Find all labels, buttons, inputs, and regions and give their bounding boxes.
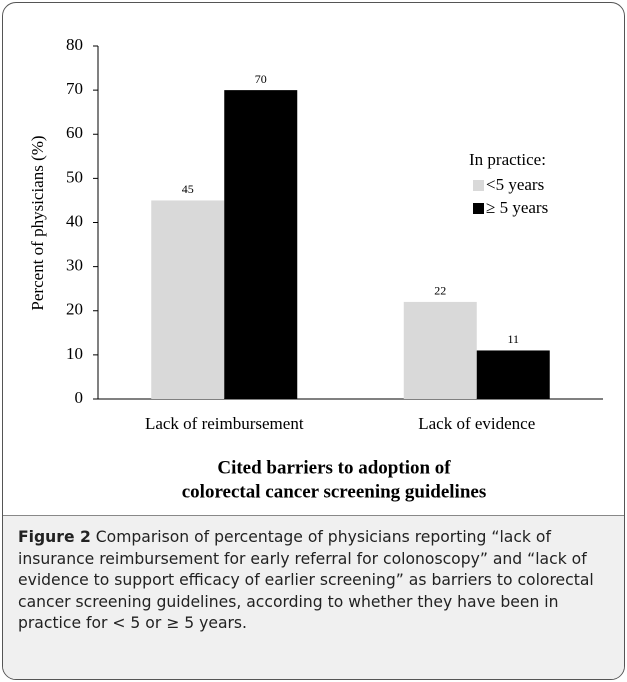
data-label: 11	[507, 332, 519, 346]
caption-text: Comparison of percentage of physicians r…	[18, 528, 594, 633]
caption: Figure 2 Comparison of percentage of phy…	[3, 515, 624, 679]
bar	[476, 350, 550, 399]
y-tick-label: 70	[66, 79, 83, 98]
bar	[151, 200, 225, 399]
x-axis-title: Cited barriers to adoption of	[217, 457, 451, 478]
x-tick-label: Lack of reimbursement	[145, 414, 304, 433]
data-label: 22	[434, 284, 446, 298]
y-axis-title: Percent of physicians (%)	[28, 135, 47, 310]
legend-title: In practice:	[469, 150, 546, 169]
y-tick-label: 20	[66, 300, 83, 319]
chart: Percent of physicians (%) Cited barriers…	[28, 35, 603, 502]
y-tick-label: 80	[66, 35, 83, 54]
bar	[403, 301, 477, 399]
x-axis-title: colorectal cancer screening guidelines	[182, 481, 486, 502]
y-tick-label: 0	[75, 388, 84, 407]
caption-label: Figure 2	[18, 528, 91, 546]
y-tick-label: 30	[66, 256, 83, 275]
y-tick-label: 10	[66, 344, 83, 363]
legend-label: ≥ 5 years	[486, 198, 548, 217]
y-tick-label: 60	[66, 123, 83, 142]
data-label: 45	[182, 182, 194, 196]
bar	[224, 90, 298, 399]
data-label: 70	[255, 72, 267, 86]
legend-label: <5 years	[486, 175, 544, 194]
y-tick-label: 50	[66, 167, 83, 186]
legend-swatch	[473, 180, 484, 191]
y-tick-label: 40	[66, 211, 83, 230]
x-tick-label: Lack of evidence	[418, 414, 535, 433]
legend-swatch	[473, 203, 484, 214]
